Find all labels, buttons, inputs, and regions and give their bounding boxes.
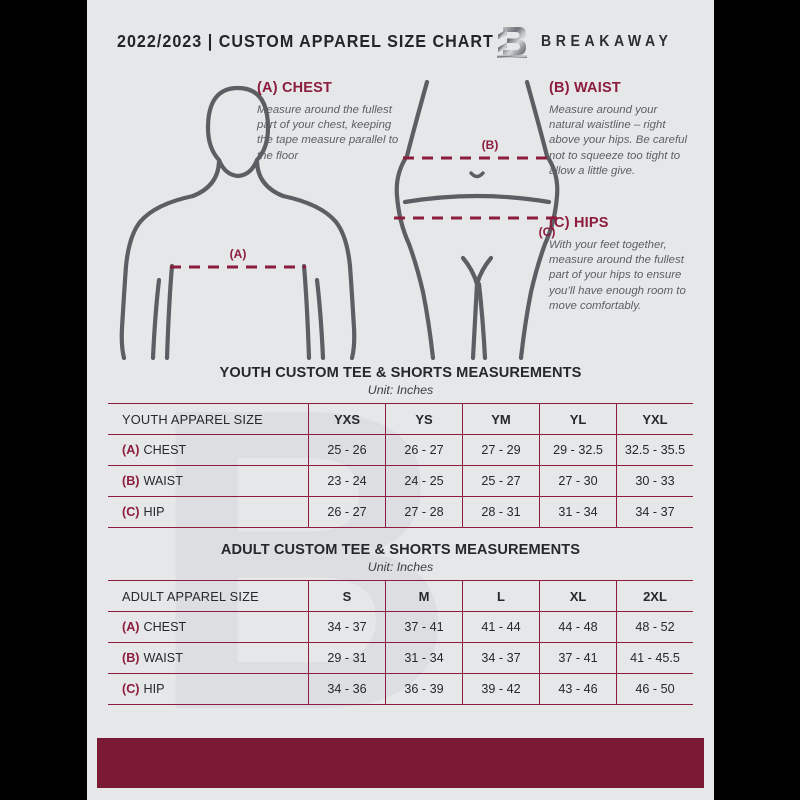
youth-size-col-4: YL: [539, 403, 617, 435]
youth-row-tag-hip: (C): [122, 505, 140, 519]
adult-row-tag-chest: (A): [122, 620, 140, 634]
youth-row-tag-waist: (B): [122, 474, 140, 488]
youth-chest-yxl: 32.5 - 35.5: [616, 434, 693, 466]
youth-row-name-waist: WAIST: [143, 474, 183, 488]
youth-size-table: YOUTH APPAREL SIZE YXS YS YM YL YXL (A) C…: [108, 403, 693, 528]
adult-row-name-hip: HIP: [143, 682, 165, 696]
waist-measure-label: (B): [482, 138, 499, 152]
youth-waist-ys: 24 - 25: [385, 465, 463, 497]
chest-measure-label: (A): [230, 247, 247, 261]
youth-waist-yl: 27 - 30: [539, 465, 617, 497]
note-hips-title: (C) HIPS: [549, 215, 609, 231]
adult-table-title: ADULT CUSTOM TEE & SHORTS MEASUREMENTS: [220, 542, 581, 558]
table-row: (C) HIP 26 - 27 27 - 28 28 - 31 31 - 34 3…: [108, 496, 693, 528]
adult-size-col-4: XL: [539, 580, 617, 612]
adult-chest-xl: 44 - 48: [539, 611, 617, 643]
note-waist: (B) WAIST Measure around your natural wa…: [549, 80, 689, 179]
breakaway-b-monogram-icon: [496, 27, 527, 58]
adult-waist-s: 29 - 31: [308, 642, 386, 674]
note-chest-body: Measure around the fullest part of your …: [257, 104, 399, 162]
youth-size-col-5: YXL: [616, 403, 693, 435]
youth-row-label-hip: (C) HIP: [108, 496, 309, 528]
adult-row-name-chest: CHEST: [143, 620, 187, 634]
note-hips-body: With your feet together, measure around …: [549, 239, 686, 312]
adult-size-table: ADULT APPAREL SIZE S M L XL 2XL (A) CHEST…: [108, 580, 693, 705]
adult-table-unit: Unit: Inches: [367, 560, 434, 574]
adult-row-name-waist: WAIST: [143, 651, 183, 665]
youth-hip-ys: 27 - 28: [385, 496, 463, 528]
adult-row-tag-hip: (C): [122, 682, 140, 696]
page-header: 2022/2023 | CUSTOM APPAREL SIZE CHART: [87, 25, 714, 62]
table-row: (A) CHEST 34 - 37 37 - 41 41 - 44 44 - 48…: [108, 611, 693, 643]
youth-hip-yxs: 26 - 27: [308, 496, 386, 528]
note-chest-title: (A) CHEST: [257, 80, 333, 96]
adult-hip-xl: 43 - 46: [539, 673, 617, 705]
note-chest: (A) CHEST Measure around the fullest par…: [257, 80, 402, 164]
upper-body-torso-icon: (A): [119, 85, 357, 360]
adult-waist-2xl: 41 - 45.5: [616, 642, 693, 674]
youth-size-col-2: YS: [385, 403, 463, 435]
youth-chest-ys: 26 - 27: [385, 434, 463, 466]
table-header-row: ADULT APPAREL SIZE S M L XL 2XL: [108, 580, 693, 612]
youth-row-name-chest: CHEST: [143, 443, 187, 457]
adult-hip-2xl: 46 - 50: [616, 673, 693, 705]
adult-chest-l: 41 - 44: [462, 611, 540, 643]
youth-hip-yxl: 34 - 37: [616, 496, 693, 528]
hips-measure-label: (C): [539, 225, 556, 239]
youth-chest-ym: 27 - 29: [462, 434, 540, 466]
youth-hip-yl: 31 - 34: [539, 496, 617, 528]
adult-row-label-hip: (C) HIP: [108, 673, 309, 705]
youth-waist-ym: 25 - 27: [462, 465, 540, 497]
youth-table-block: YOUTH CUSTOM TEE & SHORTS MEASUREMENTS U…: [87, 365, 714, 528]
youth-chest-yl: 29 - 32.5: [539, 434, 617, 466]
youth-size-col-1: YXS: [308, 403, 386, 435]
adult-size-col-2: M: [385, 580, 463, 612]
youth-table-unit: Unit: Inches: [367, 383, 434, 397]
youth-chest-yxs: 25 - 26: [308, 434, 386, 466]
table-row: (A) CHEST 25 - 26 26 - 27 27 - 29 29 - 32…: [108, 434, 693, 466]
youth-row-label-waist: (B) WAIST: [108, 465, 309, 497]
page-title: 2022/2023 | CUSTOM APPAREL SIZE CHART: [117, 31, 494, 51]
content-sheet: B 2022/2023 | CUSTOM APPAREL SIZE CHART: [87, 0, 714, 800]
youth-row-label-chest: (A) CHEST: [108, 434, 309, 466]
youth-header-label: YOUTH APPAREL SIZE: [108, 403, 309, 435]
adult-chest-2xl: 48 - 52: [616, 611, 693, 643]
youth-size-col-3: YM: [462, 403, 540, 435]
footer-bar: [97, 738, 704, 788]
adult-size-col-1: S: [308, 580, 386, 612]
adult-size-col-3: L: [462, 580, 540, 612]
table-row: (C) HIP 34 - 36 36 - 39 39 - 42 43 - 46 4…: [108, 673, 693, 705]
brand-name: BREAKAWAY: [540, 33, 673, 50]
adult-table-block: ADULT CUSTOM TEE & SHORTS MEASUREMENTS U…: [87, 542, 714, 705]
adult-waist-m: 31 - 34: [385, 642, 463, 674]
lower-body-hips-icon: (B) (C): [394, 79, 561, 360]
brand-lockup: BREAKAWAY: [496, 25, 690, 59]
youth-row-name-hip: HIP: [143, 505, 165, 519]
adult-row-tag-waist: (B): [122, 651, 140, 665]
adult-hip-m: 36 - 39: [385, 673, 463, 705]
adult-waist-xl: 37 - 41: [539, 642, 617, 674]
note-waist-body: Measure around your natural waistline – …: [549, 104, 688, 177]
youth-waist-yxs: 23 - 24: [308, 465, 386, 497]
table-header-row: YOUTH APPAREL SIZE YXS YS YM YL YXL: [108, 403, 693, 435]
youth-table-title: YOUTH CUSTOM TEE & SHORTS MEASUREMENTS: [219, 365, 582, 381]
adult-size-col-5: 2XL: [616, 580, 693, 612]
adult-header-label: ADULT APPAREL SIZE: [108, 580, 309, 612]
youth-row-tag-chest: (A): [122, 443, 140, 457]
adult-hip-l: 39 - 42: [462, 673, 540, 705]
adult-waist-l: 34 - 37: [462, 642, 540, 674]
adult-chest-m: 37 - 41: [385, 611, 463, 643]
adult-row-label-waist: (B) WAIST: [108, 642, 309, 674]
youth-hip-ym: 28 - 31: [462, 496, 540, 528]
adult-hip-s: 34 - 36: [308, 673, 386, 705]
table-row: (B) WAIST 23 - 24 24 - 25 25 - 27 27 - 30…: [108, 465, 693, 497]
note-hips: (C) HIPS With your feet together, measur…: [549, 215, 689, 314]
table-row: (B) WAIST 29 - 31 31 - 34 34 - 37 37 - 41…: [108, 642, 693, 674]
note-waist-title: (B) WAIST: [549, 80, 621, 96]
measurement-figures: (A) (B): [87, 70, 714, 360]
adult-chest-s: 34 - 37: [308, 611, 386, 643]
adult-row-label-chest: (A) CHEST: [108, 611, 309, 643]
youth-waist-yxl: 30 - 33: [616, 465, 693, 497]
